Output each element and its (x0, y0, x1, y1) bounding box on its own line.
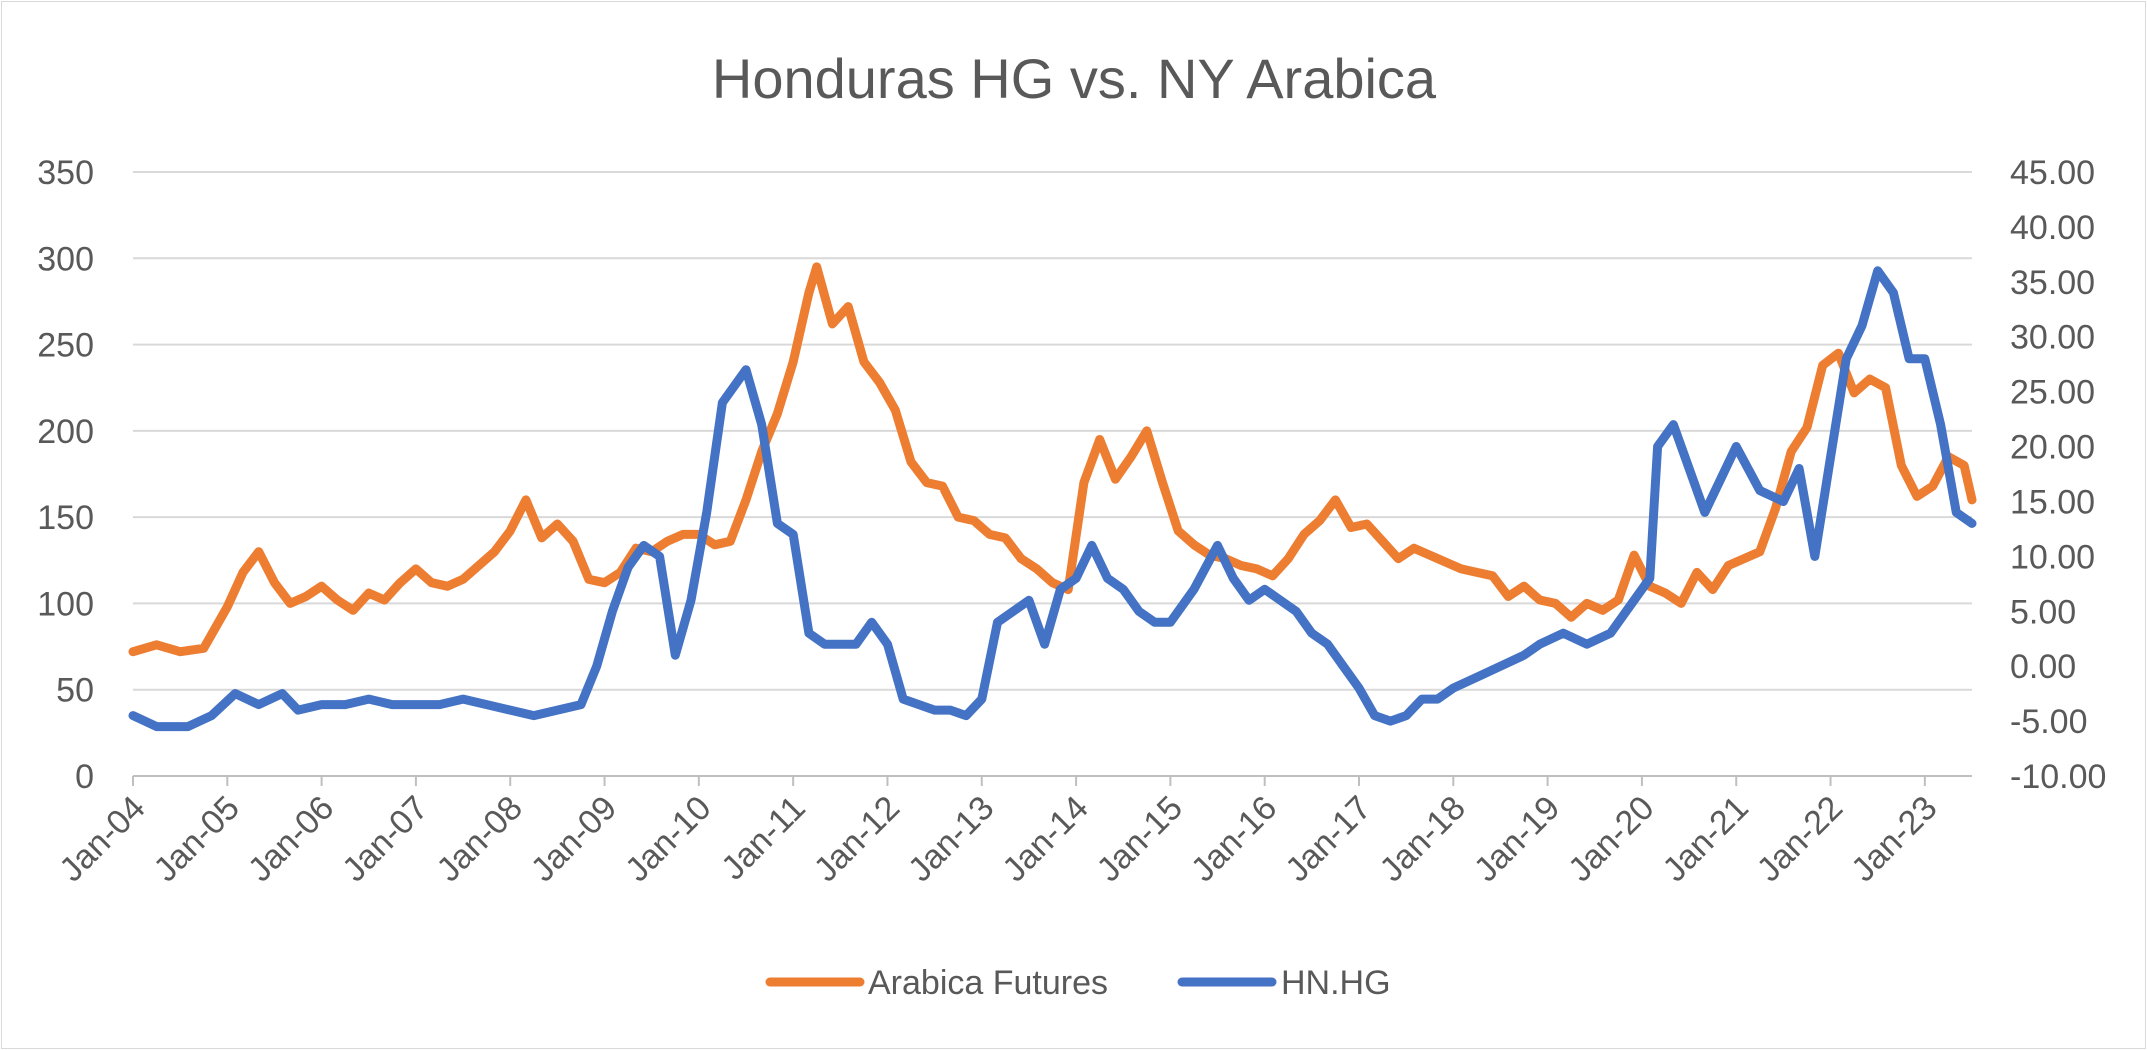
left-tick-label: 0 (75, 758, 94, 796)
x-tick-label: Jan-17 (1278, 789, 1378, 889)
x-tick-label: Jan-10 (618, 789, 718, 889)
x-tick-label: Jan-15 (1090, 789, 1190, 889)
x-tick-label: Jan-12 (807, 789, 907, 889)
right-tick-label: 25.00 (2010, 374, 2095, 412)
right-tick-label: 10.00 (2010, 538, 2095, 576)
right-tick-label: 45.00 (2010, 154, 2095, 192)
x-tick-label: Jan-18 (1373, 789, 1473, 889)
right-axis-ticks: -10.00 -5.00 0.00 5.00 10.00 15.00 20.00 25.00 3… (2010, 154, 2106, 796)
gridlines (133, 171, 1972, 777)
x-tick-label: Jan-14 (995, 789, 1095, 889)
left-tick-label: 100 (37, 585, 94, 623)
x-tick-label: Jan-06 (241, 789, 341, 889)
x-axis-ticks: Jan-04Jan-05Jan-06Jan-07Jan-08Jan-09Jan-… (52, 775, 1972, 889)
right-tick-label: 30.00 (2010, 319, 2095, 357)
x-tick-label: Jan-23 (1844, 789, 1944, 889)
x-tick-label: Jan-19 (1467, 789, 1567, 889)
x-tick-label: Jan-20 (1561, 789, 1661, 889)
x-tick-label: Jan-05 (147, 789, 247, 889)
x-tick-label: Jan-16 (1184, 789, 1284, 889)
left-tick-label: 150 (37, 499, 94, 537)
x-tick-label: Jan-04 (52, 789, 152, 889)
left-axis-ticks: 0 50 100 150 200 250 300 350 (37, 154, 94, 796)
left-tick-label: 200 (37, 413, 94, 451)
left-tick-label: 50 (56, 672, 94, 710)
x-tick-label: Jan-21 (1656, 789, 1756, 889)
legend-label: HN.HG (1281, 964, 1391, 1002)
right-tick-label: 20.00 (2010, 429, 2095, 467)
legend-label: Arabica Futures (868, 964, 1108, 1002)
left-tick-label: 300 (37, 240, 94, 278)
legend: Arabica Futures HN.HG (765, 964, 1391, 1002)
chart-title: Honduras HG vs. NY Arabica (712, 47, 1437, 110)
right-tick-label: 5.00 (2010, 593, 2076, 631)
series-line-hn-hg (128, 266, 1977, 732)
right-tick-label: 35.00 (2010, 264, 2095, 302)
left-tick-label: 250 (37, 327, 94, 365)
right-tick-label: 0.00 (2010, 648, 2076, 686)
right-tick-label: -5.00 (2010, 703, 2088, 741)
left-tick-label: 350 (37, 154, 94, 192)
series-lines (128, 262, 1977, 732)
x-tick-label: Jan-13 (901, 789, 1001, 889)
right-tick-label: 40.00 (2010, 209, 2095, 247)
x-tick-label: Jan-08 (430, 789, 530, 889)
x-tick-label: Jan-09 (524, 789, 624, 889)
x-tick-label: Jan-22 (1750, 789, 1850, 889)
right-tick-label: 15.00 (2010, 483, 2095, 521)
x-tick-label: Jan-07 (335, 789, 435, 889)
x-tick-label: Jan-11 (714, 789, 813, 888)
right-tick-label: -10.00 (2010, 758, 2106, 796)
series-line-arabica-futures (128, 262, 1977, 657)
